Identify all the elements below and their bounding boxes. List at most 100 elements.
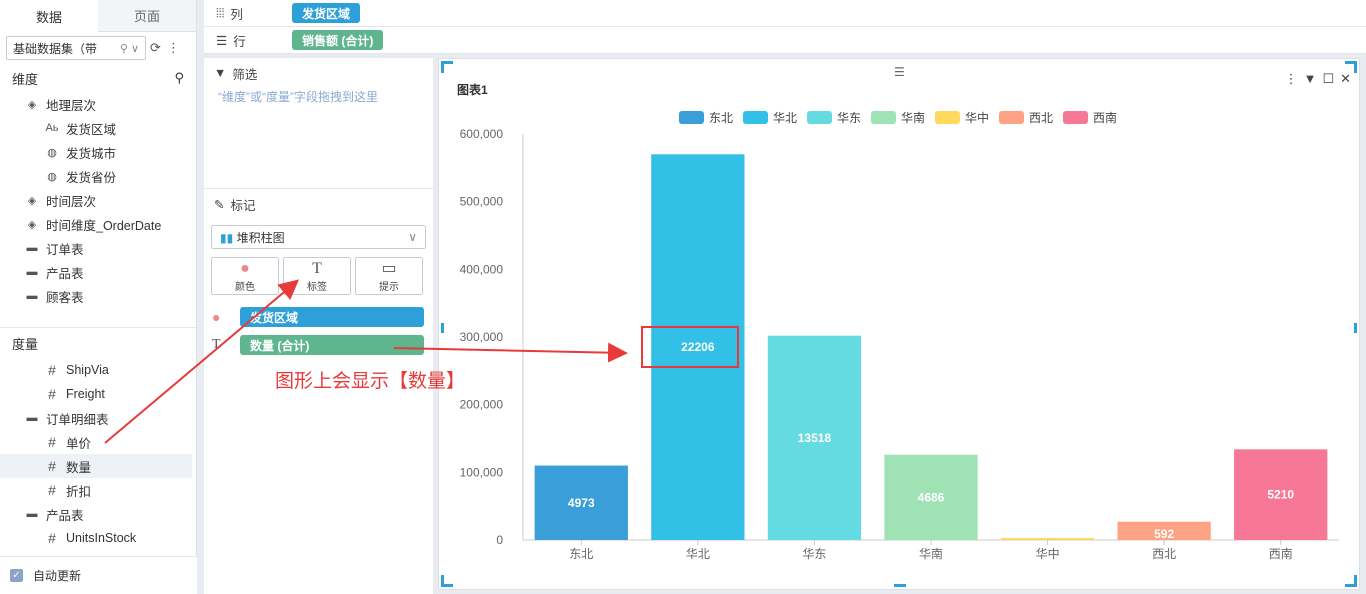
resize-handle[interactable] bbox=[1354, 575, 1357, 587]
bar-data-label: 5210 bbox=[1267, 488, 1294, 502]
field-item[interactable]: ▬ 顾客表 bbox=[0, 284, 196, 308]
field-item-label: 折扣 bbox=[66, 484, 92, 499]
mark-type-select[interactable]: ▮▮ 堆积柱图 ∨ bbox=[211, 225, 426, 249]
field-item[interactable]: ▬ 订单表 bbox=[0, 236, 196, 260]
resize-handle[interactable] bbox=[1354, 323, 1357, 333]
search-icon[interactable]: ⚲ bbox=[174, 70, 184, 85]
field-item-label: 产品表 bbox=[46, 266, 84, 281]
field-item[interactable]: ◈ 时间层次 bbox=[0, 188, 196, 212]
hash-icon: # bbox=[48, 458, 56, 474]
column-shelf: ⦙⦙⦙ 列 发货区域 bbox=[204, 0, 1366, 27]
drag-handle-icon[interactable]: ☰ bbox=[894, 65, 905, 79]
layers-icon: ◈ bbox=[27, 218, 37, 231]
tab-page[interactable]: 页面 bbox=[98, 0, 196, 32]
tab-data[interactable]: 数据 bbox=[0, 0, 98, 32]
color-field-pill[interactable]: 发货区域 bbox=[240, 307, 424, 327]
x-tick-label: 西南 bbox=[1269, 546, 1293, 561]
bar-华东 bbox=[767, 335, 862, 540]
label-button[interactable]: T 标签 bbox=[283, 257, 351, 295]
auto-update-row[interactable]: ✓ 自动更新 bbox=[0, 556, 197, 594]
text-icon: T bbox=[312, 259, 322, 277]
resize-handle[interactable] bbox=[441, 61, 444, 73]
legend-swatch bbox=[935, 111, 960, 124]
y-tick-label: 300,000 bbox=[460, 330, 504, 344]
mark-buttons: ● 颜色 T 标签 ▭ 提示 bbox=[211, 257, 426, 295]
mark-type-value: 堆积柱图 bbox=[236, 230, 285, 245]
dimension-header: 维度 ⚲ bbox=[0, 64, 196, 92]
refresh-icon[interactable]: ⟳ bbox=[150, 40, 161, 55]
field-item[interactable]: ▬ 产品表 bbox=[0, 502, 196, 526]
legend-label: 华中 bbox=[965, 110, 989, 125]
bar-华中 bbox=[1000, 537, 1095, 540]
field-item[interactable]: # 折扣 bbox=[0, 478, 196, 502]
field-item[interactable]: # 单价 bbox=[0, 430, 196, 454]
text-icon: T bbox=[212, 337, 221, 352]
resize-handle[interactable] bbox=[1345, 584, 1357, 587]
hash-icon: # bbox=[48, 434, 56, 450]
field-item[interactable]: # UnitsInStock bbox=[0, 526, 196, 550]
field-item[interactable]: # Freight bbox=[0, 382, 196, 406]
bar-data-label: 4973 bbox=[568, 496, 595, 510]
label-field-pill[interactable]: 数量 (合计) bbox=[240, 335, 424, 355]
color-button-label: 颜色 bbox=[235, 281, 255, 293]
chart-card[interactable]: ☰ 图表1 ⋮ ▼ ☐ ✕ 0 100,000 200,000 300,000 400,… bbox=[438, 58, 1360, 590]
filter-drop-zone[interactable]: “维度”或“度量”字段拖拽到这里 bbox=[218, 90, 378, 104]
field-item[interactable]: ◈ 地理层次 bbox=[0, 92, 196, 116]
hash-icon: # bbox=[48, 362, 56, 378]
field-item[interactable]: ◍ 发货城市 bbox=[0, 140, 196, 164]
bar-西北 bbox=[1117, 521, 1211, 540]
maximize-icon[interactable]: ☐ bbox=[1322, 71, 1335, 86]
row-field-pill[interactable]: 销售额 (合计) bbox=[292, 30, 384, 50]
filter-title: 筛选 bbox=[232, 67, 258, 82]
field-item[interactable]: ▬ 订单明细表 bbox=[0, 406, 196, 430]
field-item-label: 发货城市 bbox=[66, 146, 117, 161]
resize-handle[interactable] bbox=[441, 323, 444, 333]
field-item-label: 时间层次 bbox=[46, 194, 97, 209]
layers-icon: ◈ bbox=[27, 194, 37, 207]
color-palette-icon: ● bbox=[212, 309, 221, 325]
bar-东北 bbox=[534, 465, 628, 540]
field-item-label: Freight bbox=[66, 387, 105, 401]
resize-handle[interactable] bbox=[894, 584, 906, 587]
column-shelf-label: 列 bbox=[230, 7, 243, 22]
field-item[interactable]: # 数量 bbox=[0, 454, 192, 478]
column-field-pill[interactable]: 发货区域 bbox=[292, 3, 361, 23]
more-vertical-icon[interactable]: ⋮ bbox=[1284, 71, 1298, 86]
more-vertical-icon[interactable]: ⋮ bbox=[166, 40, 180, 55]
columns-icon: ⦙⦙⦙ bbox=[216, 5, 225, 20]
auto-update-label: 自动更新 bbox=[33, 569, 82, 583]
dataset-select[interactable]: 基础数据集（带 ⚲ ∨ bbox=[6, 36, 146, 60]
field-item-label: 时间维度_OrderDate bbox=[46, 218, 162, 233]
resize-handle[interactable] bbox=[441, 584, 453, 587]
globe-icon: ◍ bbox=[47, 170, 57, 183]
field-item-label: 地理层次 bbox=[46, 98, 97, 113]
field-item[interactable]: ◈ 时间维度_OrderDate bbox=[0, 212, 196, 236]
close-icon[interactable]: ✕ bbox=[1340, 71, 1351, 86]
field-item[interactable]: ◍ 发货省份 bbox=[0, 164, 196, 188]
resize-handle[interactable] bbox=[441, 61, 453, 64]
bar-data-label: 592 bbox=[1154, 527, 1174, 541]
shelves: ⦙⦙⦙ 列 发货区域 ☰ 行 销售额 (合计) bbox=[204, 0, 1366, 54]
resize-handle[interactable] bbox=[1345, 61, 1357, 64]
field-item[interactable]: # ShipVia bbox=[0, 358, 196, 382]
filter-icon[interactable]: ▼ bbox=[1303, 71, 1317, 86]
field-item[interactable]: Aь 发货区域 bbox=[0, 116, 196, 140]
folder-icon: ▬ bbox=[26, 508, 38, 520]
search-chevron-icon: ⚲ ∨ bbox=[119, 42, 139, 55]
checkbox-checked-icon[interactable]: ✓ bbox=[10, 569, 23, 582]
tooltip-button[interactable]: ▭ 提示 bbox=[355, 257, 423, 295]
dataset-name: 基础数据集（带 bbox=[13, 41, 98, 56]
y-tick-label: 200,000 bbox=[460, 398, 504, 412]
comment-icon: ▭ bbox=[381, 259, 397, 277]
filter-icon: ▼ bbox=[214, 66, 227, 80]
legend-label: 西南 bbox=[1093, 110, 1117, 125]
field-item-label: 产品表 bbox=[46, 508, 84, 523]
dimension-title: 维度 bbox=[12, 71, 39, 87]
data-panel: 数据 页面 基础数据集（带 ⚲ ∨ ⟳ ⋮ 维度 ⚲ ◈ 地理层次 Aь 发货区域 ◍ 发… bbox=[0, 0, 197, 594]
resize-handle[interactable] bbox=[1354, 61, 1357, 73]
color-button[interactable]: ● 颜色 bbox=[211, 257, 279, 295]
marks-section: ✎ 标记 ▮▮ 堆积柱图 ∨ ● 颜色 T 标签 ▭ 提示 ● 发货区域 bbox=[204, 188, 433, 357]
marks-title: 标记 bbox=[230, 198, 256, 213]
field-item[interactable]: ▬ 产品表 bbox=[0, 260, 196, 284]
resize-handle[interactable] bbox=[441, 575, 444, 587]
